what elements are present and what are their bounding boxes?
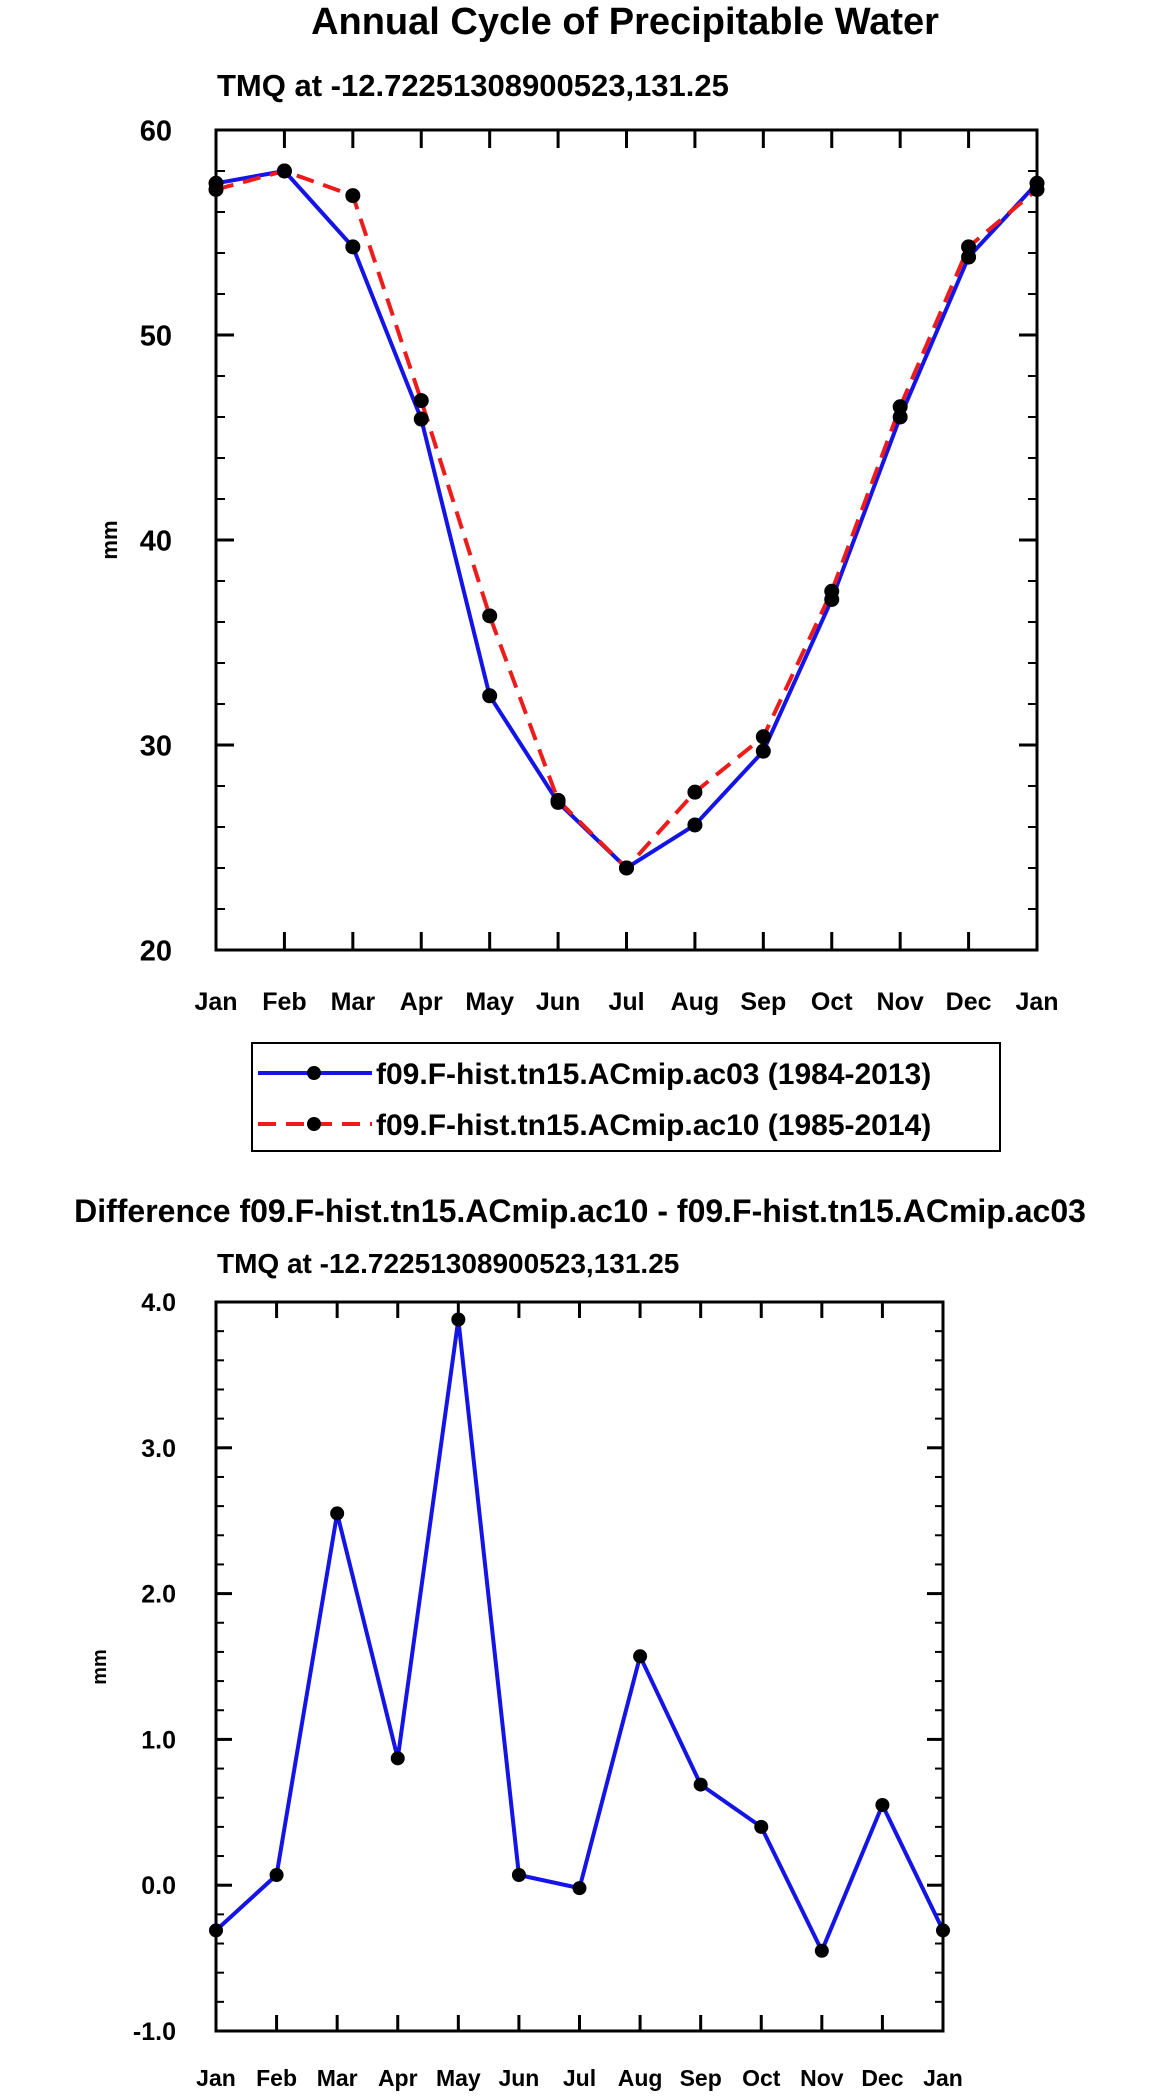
chart1-series-2-point [687,784,703,800]
chart1-series-1-point [345,239,361,255]
legend-entry-ac10: f09.F-hist.tn15.ACmip.ac10 (1985-2014) [258,1109,931,1142]
chart1-x-tick-label: Nov [877,988,924,1016]
chart1-series [208,163,1045,876]
chart2-series-1-point [209,1923,223,1938]
chart1-series-2-point [276,163,292,179]
chart2-series-1-point [875,1798,890,1813]
chart2-y-tick-label: 3.0 [141,1435,176,1463]
chart2-x-tick-label: Jan [923,2065,963,2091]
chart1-series-2-point [824,583,840,599]
chart2-x-tick-label: Aug [618,2065,663,2091]
chart1-x-tick-label: Jul [608,988,644,1016]
chart2-subtitle: TMQ at -12.72251308900523,131.25 [217,1248,679,1279]
chart2-series-1-point [330,1506,345,1521]
chart2-y-tick-label: 0.0 [141,1872,176,1900]
chart2-y-tick-label: 2.0 [141,1581,176,1609]
legend-box [251,1042,1001,1152]
chart2-x-tick-label: Jan [196,2065,236,2091]
chart1-x-tick-label: Jun [536,988,580,1016]
chart2-y-tick-labels: -1.0 0.0 1.0 2.0 3.0 4.0 [133,1289,176,2046]
chart2-x-tick-label: Sep [680,2065,722,2091]
chart2-series-1-point [511,1867,526,1882]
chart2-series-1-point [936,1923,950,1938]
legend-marker-ac10 [307,1117,321,1131]
chart1-x-tick-label: Oct [811,988,853,1016]
chart2-y-tick-label: 1.0 [141,1726,176,1754]
chart1-series-2-point [755,729,771,745]
chart2-x-tick-labels: Jan Feb Mar Apr May Jun Jul Aug Sep Oct Nov Dec Jan [196,2065,963,2091]
chart1-y-tick-labels: 20 30 40 50 60 [140,115,172,967]
chart1-series-2-point [892,399,908,415]
chart2-x-tick-label: Jul [563,2065,596,2091]
chart1-series-2-point [208,181,224,197]
chart2-x-tick-label: May [436,2065,481,2091]
chart1-y-tick-label: 50 [140,320,172,352]
chart2-series-1-point [269,1867,284,1882]
chart2-ticks [214,1300,945,2033]
chart2-x-tick-label: Feb [256,2065,297,2091]
chart1-series-2-point [482,608,498,624]
chart2-series-1-point [633,1649,648,1664]
chart2-x-tick-label: Dec [861,2065,903,2091]
chart2-x-tick-label: Jun [498,2065,539,2091]
chart1-x-tick-labels: Jan Feb Mar Apr May Jun Jul Aug Sep Oct Nov Dec Jan [194,988,1058,1016]
legend-label-ac03: f09.F-hist.tn15.ACmip.ac03 (1984-2013) [376,1058,931,1091]
chart1-y-tick-label: 60 [140,115,172,147]
chart1-ticks [214,128,1039,952]
legend-label-ac10: f09.F-hist.tn15.ACmip.ac10 (1985-2014) [376,1109,931,1142]
chart2-series-1-point [451,1312,466,1327]
chart1-series-1-point [413,411,429,427]
chart1-series-2-point [413,393,429,409]
chart1-y-tick-label: 40 [140,525,172,557]
chart1-x-tick-label: Sep [740,988,786,1016]
chart2-y-tick-label: -1.0 [133,2018,176,2046]
chart1-y-tick-label: 30 [140,730,172,762]
chart2-series-1-point [754,1819,769,1834]
chart1-series-line-2 [215,169,1039,870]
legend-marker-ac03 [307,1066,321,1080]
chart2-series-1-point [814,1943,829,1958]
chart1-x-tick-label: Dec [946,988,992,1016]
chart1-series-2-point [1029,181,1045,197]
chart1-series-2-point [961,239,977,255]
chart1-series-line-1 [215,169,1039,870]
chart1-subtitle: TMQ at -12.72251308900523,131.25 [217,68,729,103]
chart1-title: Annual Cycle of Precipitable Water [311,1,939,43]
chart1-x-tick-label: Aug [671,988,720,1016]
chart2-x-tick-label: Apr [378,2065,418,2091]
chart2-x-tick-label: Oct [742,2065,781,2091]
chart2-series-1-point [390,1751,405,1766]
chart1-y-axis-label: mm [97,520,122,559]
chart2-title: Difference f09.F-hist.tn15.ACmip.ac10 - … [74,1193,1086,1229]
chart2-series-1-point [572,1881,587,1896]
legend: f09.F-hist.tn15.ACmip.ac03 (1984-2013) f… [251,1042,1001,1152]
chart1-x-tick-label: Jan [194,988,237,1016]
chart2-x-tick-label: Nov [800,2065,844,2091]
chart1-series-2-point [550,792,566,808]
chart1-y-tick-label: 20 [140,935,172,967]
chart2-y-axis-label: mm [89,1649,111,1685]
chart2-y-tick-label: 4.0 [141,1289,176,1317]
legend-entry-ac03: f09.F-hist.tn15.ACmip.ac03 (1984-2013) [258,1058,931,1091]
chart1-x-tick-label: May [465,988,514,1016]
chart1-x-tick-label: Apr [400,988,443,1016]
chart1-series-1-point [482,688,498,704]
chart1-series-1-point [755,743,771,759]
chart1-series-1-point [687,817,703,833]
chart2-series [209,1312,950,1958]
chart2-series-1-point [693,1777,708,1792]
chart1-series-2-point [619,860,634,876]
chart1-x-tick-label: Jan [1015,988,1058,1016]
chart1-plot-frame [214,128,1039,952]
chart1-x-tick-label: Mar [331,988,376,1016]
chart1-series-1-point [961,249,977,265]
chart1-x-tick-label: Feb [262,988,306,1016]
chart2-x-tick-label: Mar [317,2065,358,2091]
chart1-series-2-point [345,188,361,204]
chart2-series-line-1 [214,1317,945,1953]
chart1-series-1-point [892,409,908,425]
